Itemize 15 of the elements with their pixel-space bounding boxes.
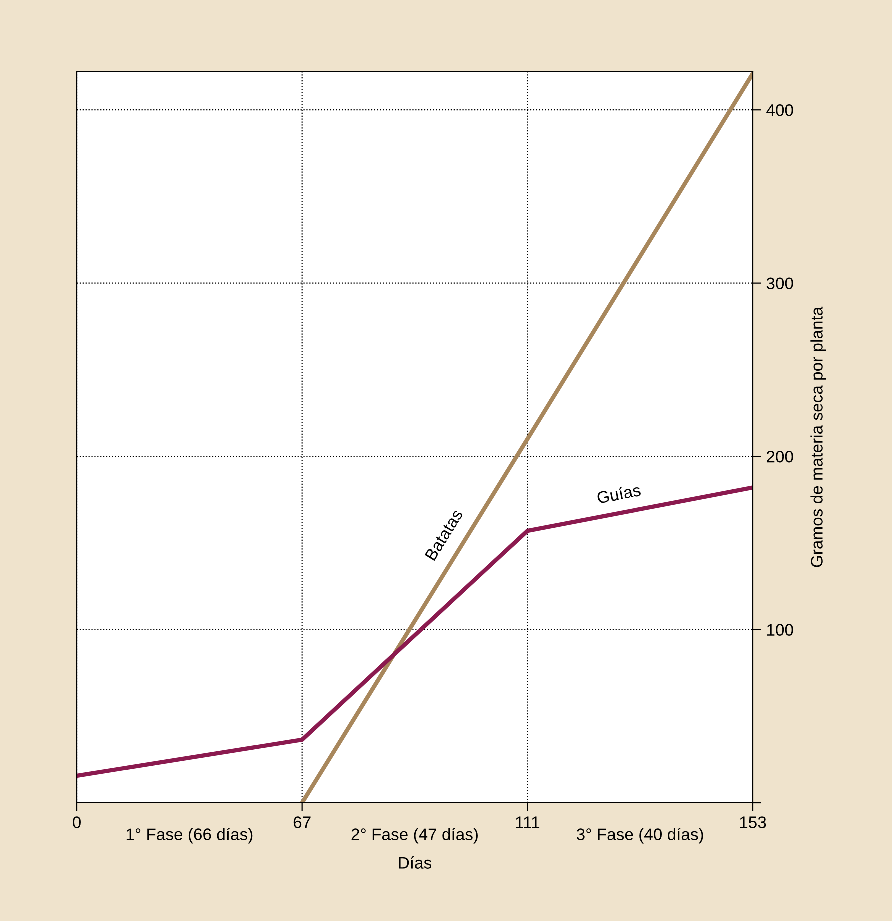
y-tick-label: 100 — [767, 624, 794, 636]
y-tick-label: 200 — [767, 450, 794, 463]
x-tick-label: 111 — [516, 816, 540, 828]
x-tick-label: 67 — [294, 816, 311, 828]
x-tick-label: 153 — [740, 816, 766, 828]
text: Guías — [596, 484, 642, 504]
x-tick-label: 0 — [73, 816, 81, 828]
x-axis-title: Días — [399, 856, 432, 869]
text: 2° Fase (47 días) — [352, 828, 478, 844]
y-tick-label: 400 — [766, 104, 794, 116]
text: 1° Fase (66 días) — [126, 828, 253, 844]
y-tick-label: 300 — [766, 278, 794, 290]
line-series — [77, 486, 753, 778]
text: 3° Fase (40 días) — [576, 828, 704, 844]
y-axis-title: Gramos de materia seca por planta — [810, 306, 826, 568]
